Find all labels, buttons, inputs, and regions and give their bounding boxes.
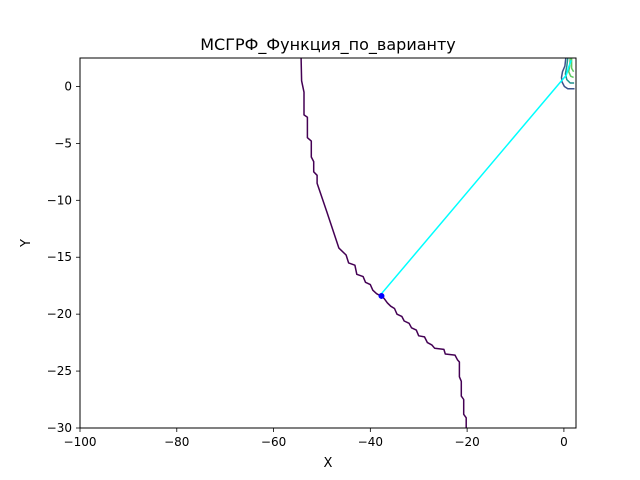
x-tick-label: −20 (454, 435, 479, 449)
x-tick-label: −40 (358, 435, 383, 449)
y-tick-label: −30 (47, 421, 72, 435)
y-tick-label: −10 (47, 193, 72, 207)
y-axis-ticks: 0 −5 −10 −15 −20 −25 −30 (47, 79, 80, 435)
plot-content (300, 58, 575, 428)
plot-frame (79, 57, 577, 429)
x-tick-label: 0 (560, 435, 568, 449)
contour-line-0 (300, 58, 467, 428)
start-point-marker (378, 292, 385, 299)
contour-line-4 (570, 58, 575, 73)
y-tick-label: −25 (47, 364, 72, 378)
chart-title: МСГРФ_Функция_по_варианту (200, 35, 456, 55)
x-tick-label: −60 (261, 435, 286, 449)
y-tick-label: −5 (54, 136, 72, 150)
y-tick-label: −15 (47, 250, 72, 264)
path-line (380, 60, 572, 295)
contour-line-2 (564, 58, 575, 84)
y-axis-label: Y (19, 239, 34, 248)
x-tick-label: −80 (164, 435, 189, 449)
x-tick-label: −100 (64, 435, 97, 449)
x-axis-ticks: −100 −80 −60 −40 −20 0 (64, 428, 568, 449)
y-tick-label: 0 (64, 79, 72, 93)
x-axis-label: X (324, 456, 333, 471)
contour-line-1 (560, 58, 575, 90)
y-tick-label: −20 (47, 307, 72, 321)
